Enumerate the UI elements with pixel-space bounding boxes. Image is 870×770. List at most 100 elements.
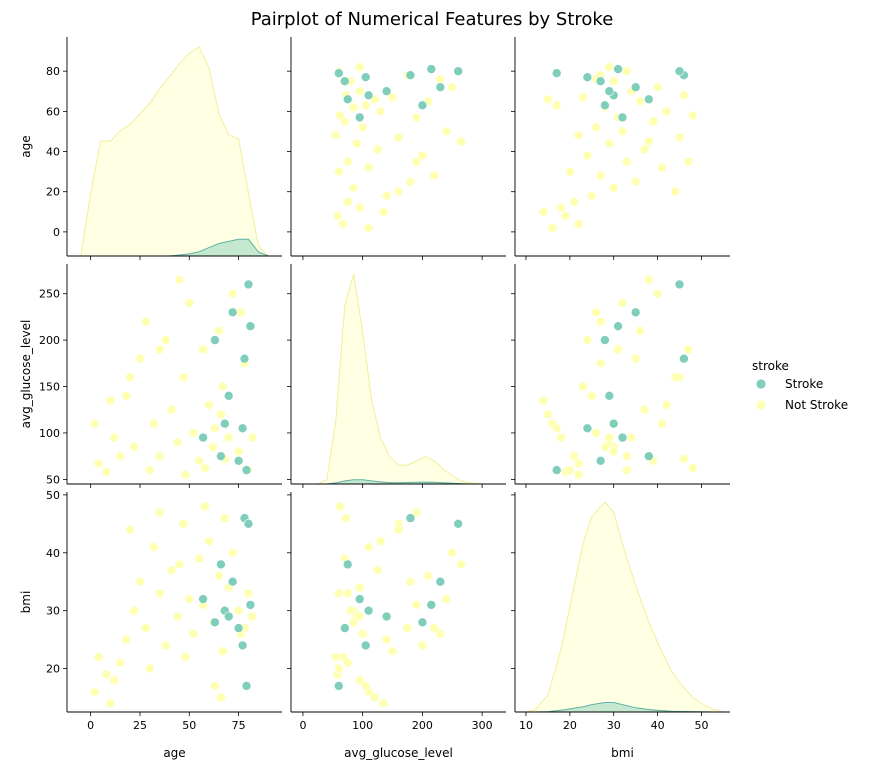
point-not-stroke-20 bbox=[354, 582, 365, 593]
point-stroke-11 bbox=[237, 423, 248, 434]
point-not-stroke-30 bbox=[174, 559, 185, 570]
point-not-stroke-17 bbox=[600, 442, 610, 452]
point-not-stroke-8 bbox=[582, 335, 593, 345]
point-not-stroke-22 bbox=[345, 605, 356, 616]
yaxis-label-age: age bbox=[19, 135, 33, 157]
point-not-stroke-9 bbox=[166, 565, 177, 576]
point-stroke-8 bbox=[342, 559, 353, 570]
panel-bmi-vs-avg_glucose_level: 0 100 200 300 bbox=[287, 492, 506, 732]
point-not-stroke-36 bbox=[683, 156, 694, 167]
point-not-stroke-22 bbox=[233, 446, 244, 457]
ytick-label: 20 bbox=[46, 663, 60, 676]
point-not-stroke-35 bbox=[378, 698, 389, 709]
point-not-stroke-4 bbox=[630, 353, 641, 364]
point-not-stroke-20 bbox=[354, 86, 365, 96]
point-stroke-5 bbox=[239, 353, 250, 364]
point-not-stroke-34 bbox=[435, 74, 446, 84]
point-stroke-10 bbox=[604, 390, 615, 401]
xaxis-label-bmi: bmi bbox=[611, 746, 634, 760]
point-not-stroke-39 bbox=[604, 62, 615, 72]
point-stroke-6 bbox=[551, 68, 562, 78]
point-stroke-2 bbox=[608, 418, 619, 429]
xtick-label: 25 bbox=[133, 719, 147, 732]
point-not-stroke-35 bbox=[105, 395, 116, 406]
point-not-stroke-12 bbox=[441, 594, 452, 604]
xtick-label: 40 bbox=[651, 719, 665, 732]
point-not-stroke-15 bbox=[411, 600, 422, 610]
point-stroke-9 bbox=[613, 321, 623, 332]
xtick-label: 200 bbox=[412, 719, 433, 732]
kde-age-not-stroke bbox=[80, 46, 270, 257]
point-not-stroke-33 bbox=[679, 454, 689, 464]
point-not-stroke-25 bbox=[89, 418, 100, 429]
point-not-stroke-33 bbox=[341, 513, 351, 523]
point-stroke-5 bbox=[679, 353, 689, 364]
point-not-stroke-18 bbox=[423, 571, 434, 581]
point-stroke-8 bbox=[643, 94, 654, 105]
legend-marker-not-stroke bbox=[755, 399, 767, 411]
point-not-stroke-6 bbox=[363, 162, 374, 173]
legend-marker-stroke bbox=[755, 378, 767, 390]
point-not-stroke-28 bbox=[393, 186, 404, 197]
point-not-stroke-19 bbox=[578, 381, 588, 392]
point-stroke-5 bbox=[405, 513, 416, 523]
point-stroke-11 bbox=[582, 72, 593, 82]
xtick-label: 0 bbox=[299, 719, 306, 732]
point-stroke-5 bbox=[405, 70, 416, 80]
point-not-stroke-27 bbox=[342, 197, 353, 207]
point-not-stroke-12 bbox=[441, 126, 452, 137]
chart-title: Pairplot of Numerical Features by Stroke bbox=[251, 9, 614, 30]
ytick-label: 150 bbox=[39, 381, 60, 394]
point-not-stroke-24 bbox=[333, 588, 344, 599]
point-not-stroke-26 bbox=[101, 467, 112, 477]
point-not-stroke-0 bbox=[338, 219, 348, 229]
point-stroke-1 bbox=[210, 617, 220, 628]
legend-title: stroke bbox=[752, 359, 789, 373]
xtick-label: 100 bbox=[352, 719, 373, 732]
ytick-label: 200 bbox=[39, 334, 60, 347]
point-stroke-4 bbox=[339, 76, 350, 86]
point-not-stroke-39 bbox=[354, 62, 365, 72]
point-not-stroke-30 bbox=[643, 274, 654, 285]
point-not-stroke-15 bbox=[613, 344, 623, 355]
xtick-label: 300 bbox=[472, 719, 493, 732]
point-not-stroke-10 bbox=[604, 138, 615, 149]
point-not-stroke-17 bbox=[208, 442, 218, 452]
point-not-stroke-4 bbox=[135, 576, 145, 587]
point-not-stroke-22 bbox=[608, 76, 619, 86]
point-not-stroke-5 bbox=[141, 316, 151, 327]
point-not-stroke-32 bbox=[360, 100, 371, 111]
point-not-stroke-39 bbox=[247, 432, 258, 443]
point-not-stroke-28 bbox=[393, 524, 404, 535]
point-not-stroke-20 bbox=[223, 432, 234, 443]
point-not-stroke-4 bbox=[135, 353, 145, 364]
xtick-label: 10 bbox=[519, 719, 533, 732]
point-not-stroke-35 bbox=[105, 698, 116, 709]
point-not-stroke-32 bbox=[551, 100, 562, 111]
point-not-stroke-1 bbox=[354, 203, 365, 213]
point-not-stroke-2 bbox=[586, 190, 597, 201]
point-not-stroke-5 bbox=[595, 316, 606, 327]
point-not-stroke-10 bbox=[172, 611, 183, 622]
point-not-stroke-21 bbox=[652, 288, 663, 299]
point-stroke-11 bbox=[360, 72, 371, 82]
point-not-stroke-23 bbox=[402, 623, 413, 633]
point-stroke-1 bbox=[600, 100, 610, 111]
point-not-stroke-28 bbox=[670, 372, 681, 383]
point-not-stroke-2 bbox=[121, 634, 131, 645]
point-not-stroke-29 bbox=[145, 663, 155, 674]
point-not-stroke-6 bbox=[657, 162, 667, 173]
ytick-label: 0 bbox=[53, 226, 60, 239]
point-not-stroke-39 bbox=[604, 432, 615, 443]
point-not-stroke-39 bbox=[247, 611, 258, 622]
point-not-stroke-12 bbox=[184, 594, 195, 604]
point-not-stroke-27 bbox=[569, 197, 580, 207]
point-not-stroke-30 bbox=[456, 136, 467, 147]
point-not-stroke-8 bbox=[582, 150, 593, 161]
point-not-stroke-33 bbox=[679, 90, 689, 101]
point-not-stroke-18 bbox=[635, 96, 645, 107]
point-not-stroke-2 bbox=[381, 190, 392, 201]
point-stroke-0 bbox=[198, 594, 208, 604]
point-not-stroke-25 bbox=[363, 223, 374, 233]
point-not-stroke-16 bbox=[661, 106, 672, 117]
